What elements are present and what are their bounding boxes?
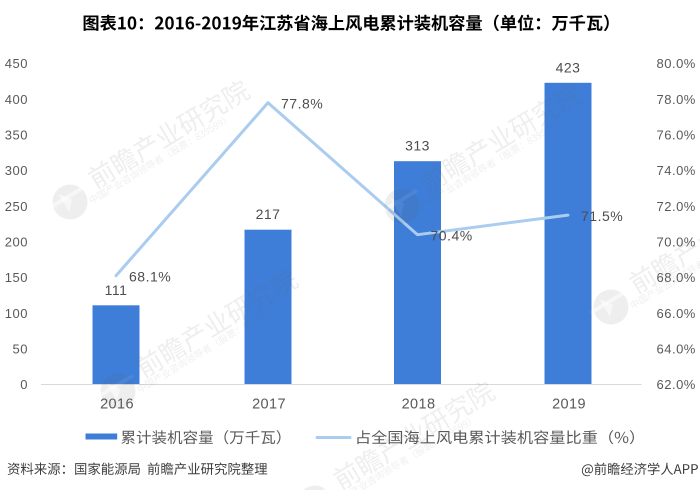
svg-text:50: 50 bbox=[13, 341, 28, 356]
svg-text:150: 150 bbox=[5, 270, 28, 285]
svg-text:423: 423 bbox=[556, 59, 581, 75]
svg-text:100: 100 bbox=[5, 306, 28, 321]
svg-text:70.0%: 70.0% bbox=[657, 234, 696, 249]
svg-text:0: 0 bbox=[20, 377, 28, 392]
svg-text:400: 400 bbox=[5, 92, 28, 107]
svg-text:217: 217 bbox=[256, 206, 281, 222]
svg-text:71.5%: 71.5% bbox=[581, 208, 623, 224]
svg-text:2018: 2018 bbox=[402, 397, 436, 413]
svg-text:68.1%: 68.1% bbox=[129, 269, 171, 285]
svg-text:74.0%: 74.0% bbox=[657, 163, 696, 178]
svg-text:300: 300 bbox=[5, 163, 28, 178]
svg-text:350: 350 bbox=[5, 127, 28, 142]
svg-text:77.8%: 77.8% bbox=[281, 96, 323, 112]
svg-text:72.0%: 72.0% bbox=[657, 199, 696, 214]
svg-text:200: 200 bbox=[5, 234, 28, 249]
svg-text:250: 250 bbox=[5, 199, 28, 214]
svg-text:2017: 2017 bbox=[252, 397, 286, 413]
svg-text:450: 450 bbox=[5, 56, 28, 71]
svg-text:2019: 2019 bbox=[552, 397, 586, 413]
svg-text:78.0%: 78.0% bbox=[657, 92, 696, 107]
svg-text:70.4%: 70.4% bbox=[431, 228, 473, 244]
svg-text:66.0%: 66.0% bbox=[657, 306, 696, 321]
svg-text:64.0%: 64.0% bbox=[657, 341, 696, 356]
svg-text:76.0%: 76.0% bbox=[657, 127, 696, 142]
svg-text:313: 313 bbox=[405, 138, 430, 154]
svg-text:62.0%: 62.0% bbox=[657, 377, 696, 392]
svg-text:80.0%: 80.0% bbox=[657, 56, 696, 71]
svg-text:111: 111 bbox=[105, 282, 128, 298]
